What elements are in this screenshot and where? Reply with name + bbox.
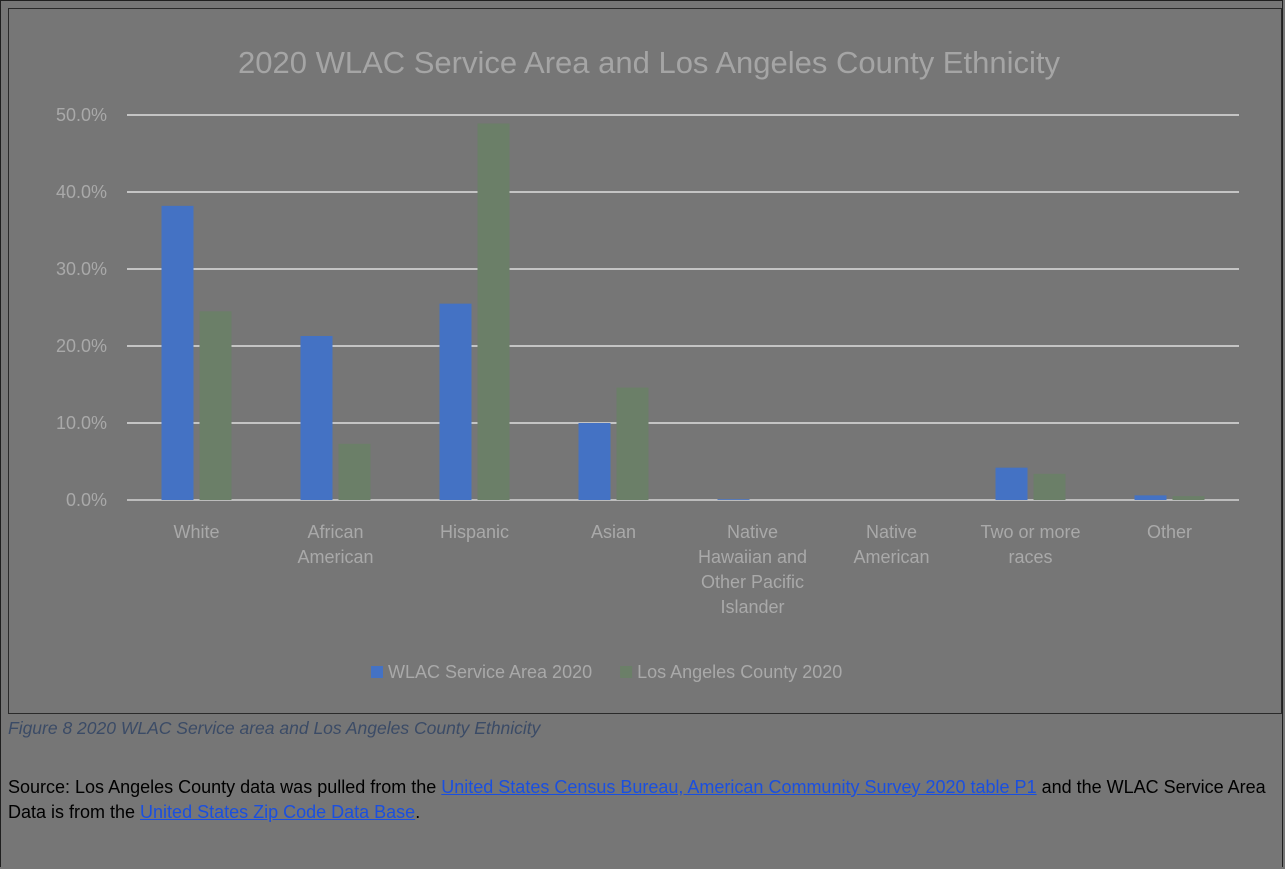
x-tick-label: Asian [591,522,636,542]
legend-label: WLAC Service Area 2020 [388,662,592,682]
bar [338,443,371,500]
chart-container: 2020 WLAC Service Area and Los Angeles C… [8,8,1282,714]
legend-swatch [620,666,633,678]
bar [1172,496,1205,500]
x-tick-label: Other [1147,522,1192,542]
legend-swatch [371,666,383,678]
y-tick-label: 50.0% [56,105,107,125]
legend-label: Los Angeles County 2020 [637,662,842,682]
x-tick-label: races [1008,547,1052,567]
legend: WLAC Service Area 2020 Los Angeles County… [371,662,842,682]
x-tick-label: Native [866,522,917,542]
source-suffix: . [415,802,421,822]
bar [199,311,232,500]
x-tick-label: Islander [720,597,784,617]
x-tick-label: American [853,547,929,567]
y-tick-label: 0.0% [66,490,107,510]
bar [477,123,510,500]
y-tick-label: 10.0% [56,413,107,433]
x-tick-label: African [307,522,363,542]
bar-chart: 2020 WLAC Service Area and Los Angeles C… [56,45,1239,682]
bars [161,123,1205,501]
bar [578,423,611,500]
y-tick-label: 40.0% [56,182,107,202]
x-tick-label: Two or more [980,522,1080,542]
source-prefix: Source: Los Angeles County data was pull… [8,777,442,797]
bar [1134,495,1167,500]
bar [300,335,333,500]
gridlines [127,114,1239,501]
zip-database-link[interactable]: United States Zip Code Data Base [140,802,416,822]
x-axis-labels: White African American Hispanic Asian Native H… [173,522,1192,617]
bar [995,467,1028,500]
x-tick-label: Native [727,522,778,542]
figure-caption: Figure 8 2020 WLAC Service area and Los … [8,718,541,738]
x-tick-label: White [173,522,219,542]
bar [616,387,649,500]
y-axis-ticks: 0.0% 10.0% 20.0% 30.0% 40.0% 50.0% [56,105,107,510]
x-tick-label: Hispanic [440,522,509,542]
x-tick-label: Hawaiian and [698,547,807,567]
census-link[interactable]: United States Census Bureau, American Co… [441,777,1037,797]
bar [161,205,194,501]
x-tick-label: Other Pacific [701,572,804,592]
x-tick-label: American [297,547,373,567]
chart-title: 2020 WLAC Service Area and Los Angeles C… [238,45,1060,80]
bar [717,499,750,500]
source-note: Source: Los Angeles County data was pull… [8,775,1273,825]
source-middle: and the WLAC Service Area Data is from t… [8,777,1266,822]
bar [1033,473,1066,500]
y-tick-label: 30.0% [56,259,107,279]
y-tick-label: 20.0% [56,336,107,356]
bar [439,303,472,500]
